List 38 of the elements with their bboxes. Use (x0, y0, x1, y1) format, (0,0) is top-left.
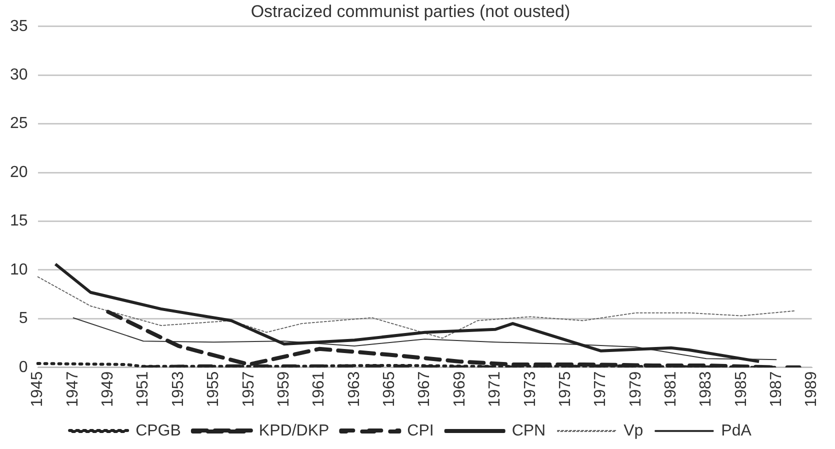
x-tick-label: 1975 (556, 371, 574, 407)
legend-label: PdA (721, 422, 752, 440)
x-tick-label: 1979 (627, 371, 644, 407)
y-tick-label: 25 (10, 115, 28, 132)
legend-label: CPI (407, 422, 434, 440)
x-tick-label: 1981 (662, 371, 680, 407)
y-tick-label: 35 (10, 18, 28, 35)
y-tick-label: 30 (10, 66, 28, 84)
x-tick-label: 1961 (310, 371, 328, 407)
y-tick-label: 0 (18, 358, 28, 376)
x-tick-label: 1949 (100, 371, 117, 407)
legend-label: CPN (512, 422, 546, 440)
x-tick-label: 1969 (451, 371, 468, 407)
x-tick-label: 1951 (134, 371, 152, 407)
x-tick-label: 1959 (275, 371, 292, 407)
x-tick-label: 1967 (416, 371, 434, 407)
x-tick-label: 1971 (486, 371, 504, 407)
x-tick-label: 1987 (768, 371, 786, 407)
x-tick-label: 1963 (346, 371, 363, 407)
x-tick-label: 1957 (240, 371, 258, 407)
x-tick-label: 1947 (64, 371, 82, 407)
x-tick-label: 1945 (29, 371, 46, 407)
y-tick-label: 5 (18, 310, 28, 328)
x-tick-label: 1953 (170, 371, 187, 407)
x-tick-label: 1977 (592, 371, 610, 407)
x-tick-label: 1983 (698, 371, 715, 407)
x-tick-label: 1989 (803, 371, 820, 407)
legend-label: KPD/DKP (258, 422, 330, 440)
y-tick-label: 20 (10, 164, 28, 181)
y-tick-label: 10 (10, 261, 28, 278)
y-tick-label: 15 (10, 212, 28, 230)
x-tick-label: 1973 (522, 371, 539, 407)
x-tick-label: 1965 (381, 371, 398, 407)
chart-title: Ostracized communist parties (not ousted) (250, 2, 570, 21)
legend-label: Vp (624, 422, 644, 440)
legend-label: CPGB (136, 422, 181, 440)
x-tick-label: 1955 (205, 371, 222, 407)
x-tick-label: 1985 (732, 371, 750, 407)
